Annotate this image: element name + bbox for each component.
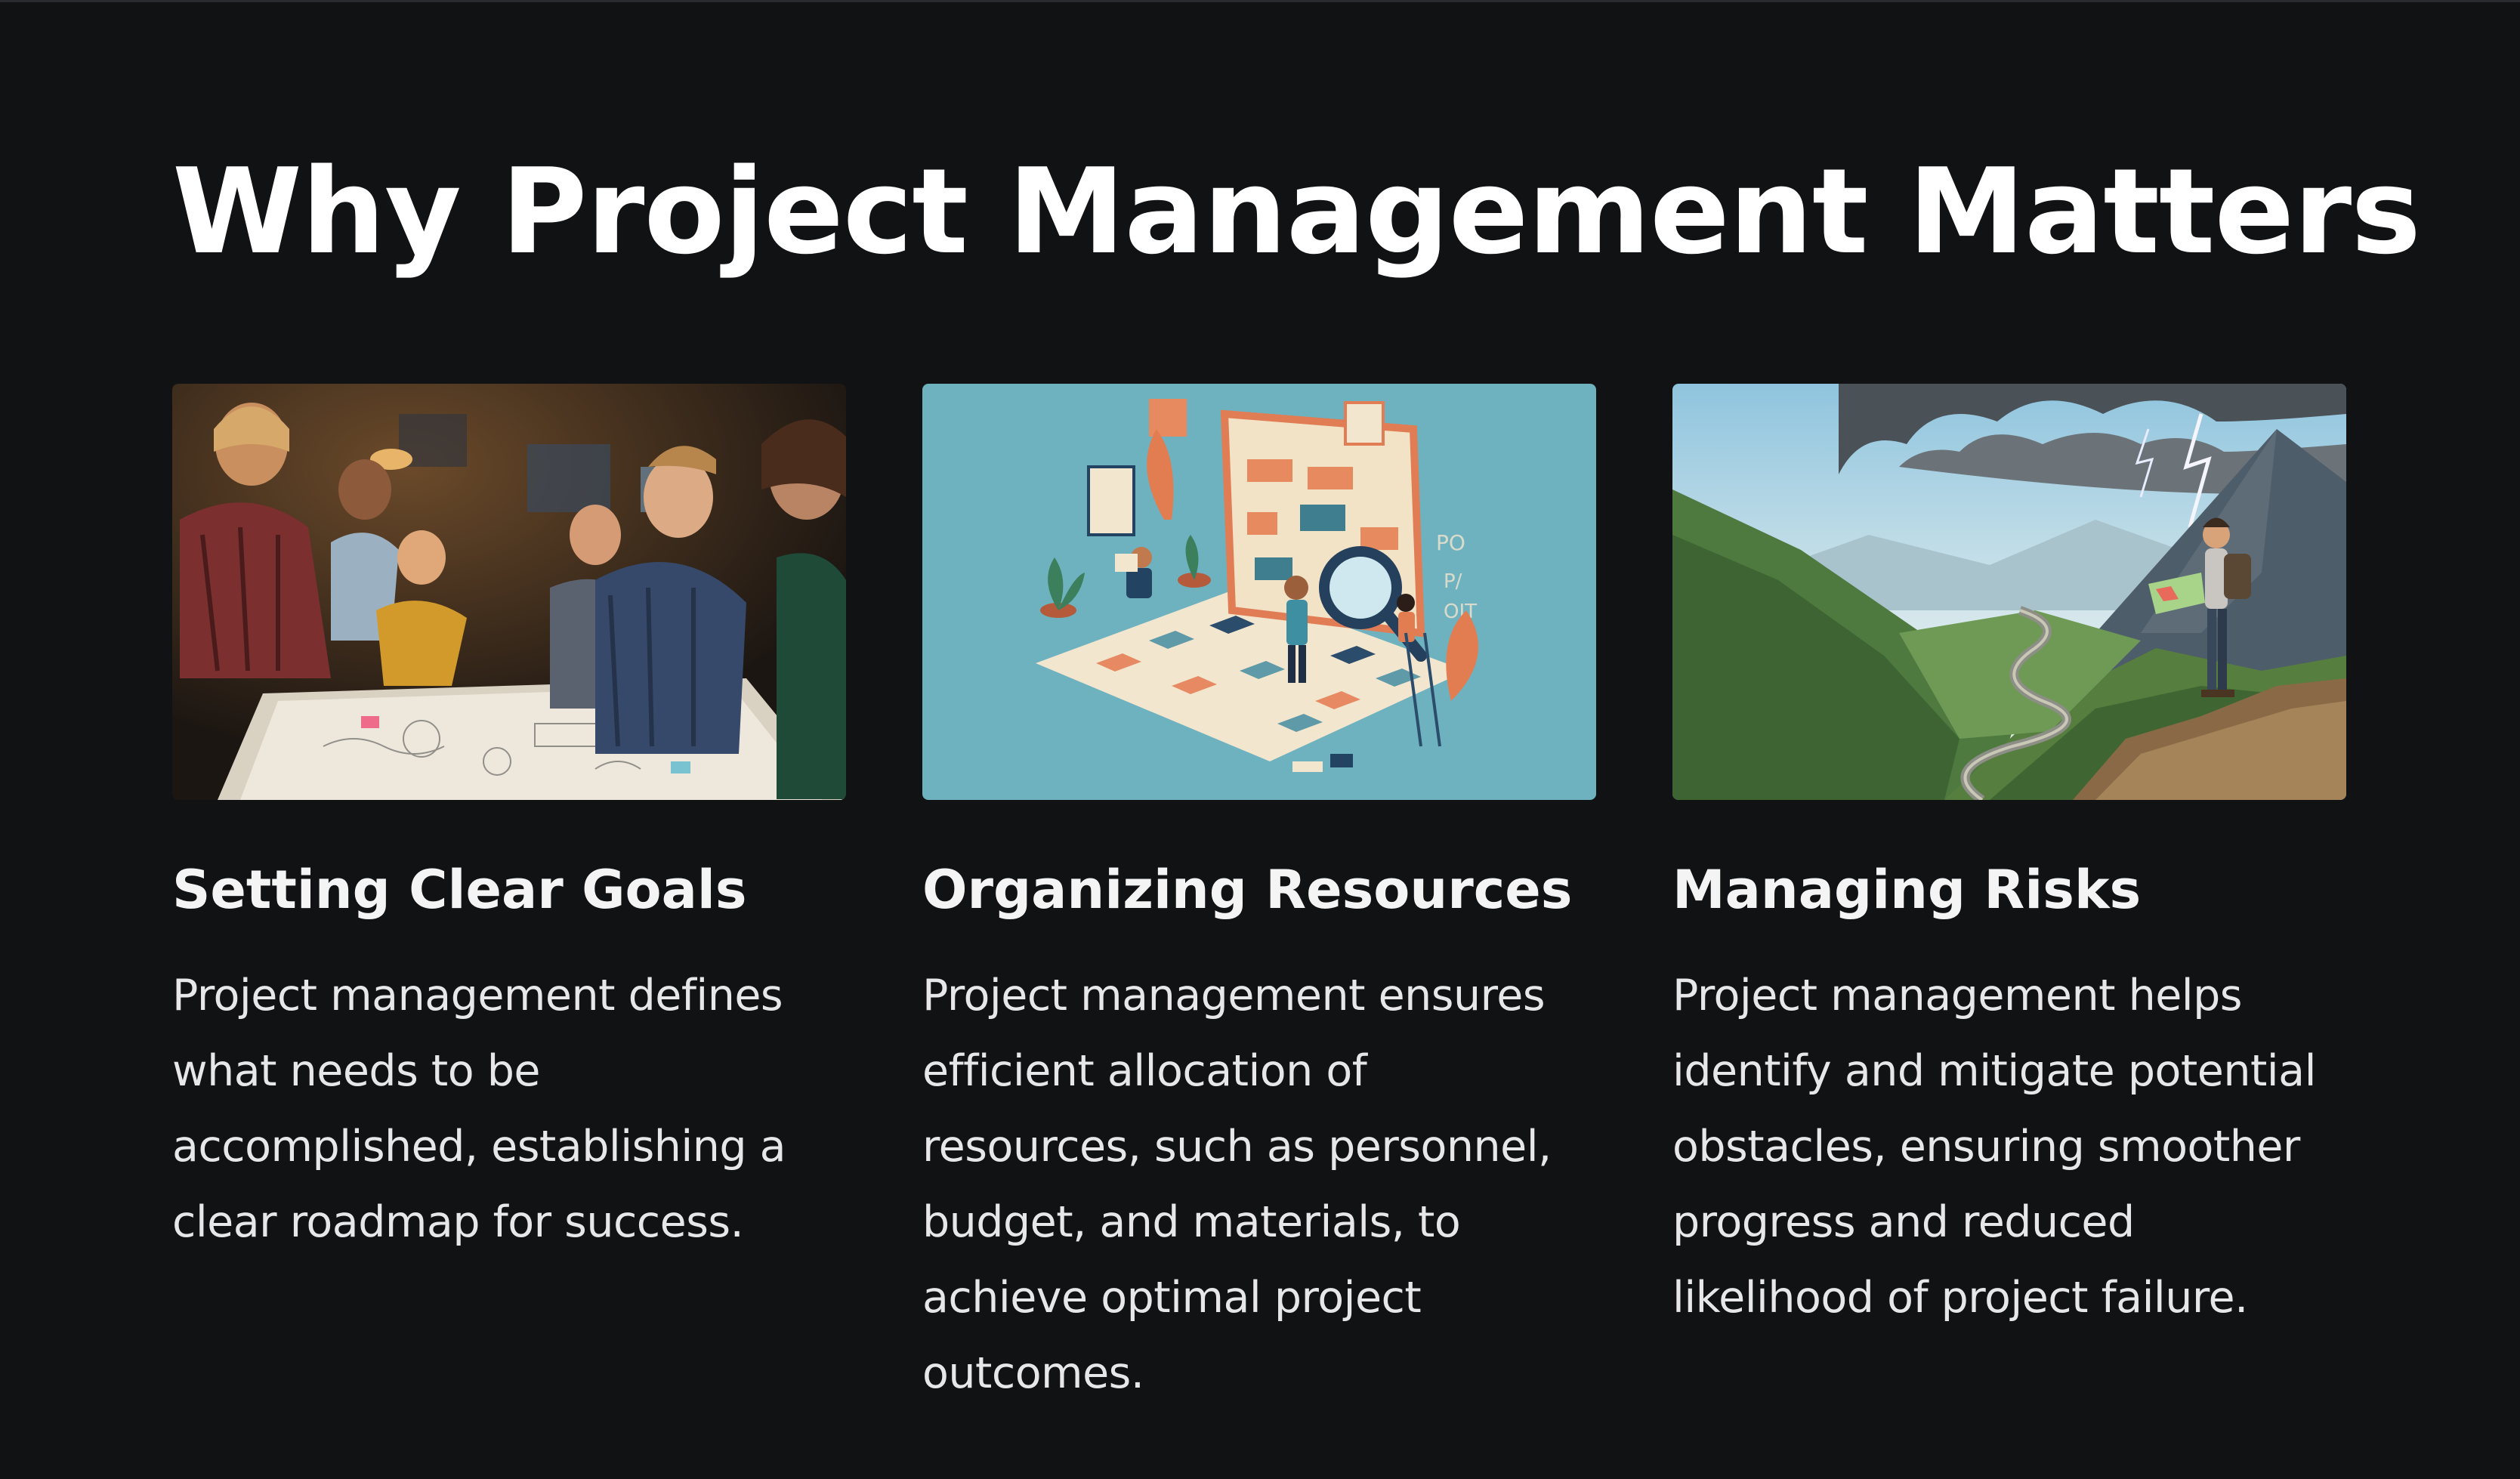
card-body: Project management helps identify and mi…: [1672, 971, 2316, 1323]
card-body: Project management ensures efficient all…: [922, 971, 1552, 1398]
team-planning-image: [172, 384, 846, 800]
card-managing-risks: Managing Risks Project management helps …: [1672, 384, 2346, 1323]
top-divider: [0, 0, 2520, 2]
svg-text:PO: PO: [1436, 530, 1465, 555]
svg-text:P/: P/: [1444, 570, 1462, 593]
resource-planning-image: PO P/ OIT: [922, 384, 1596, 800]
card-body: Project management defines what needs to…: [172, 971, 786, 1247]
card-heading: Managing Risks: [1672, 859, 2142, 921]
card-organizing-resources: PO P/ OIT Organizing Resources Project m…: [922, 384, 1596, 1398]
mountain-hiker-image: [1672, 384, 2346, 800]
slide-title: Why Project Management Matters: [172, 143, 2421, 280]
card-setting-clear-goals: Setting Clear Goals Project management d…: [172, 384, 846, 1247]
card-heading: Setting Clear Goals: [172, 859, 747, 921]
card-heading: Organizing Resources: [922, 859, 1573, 921]
